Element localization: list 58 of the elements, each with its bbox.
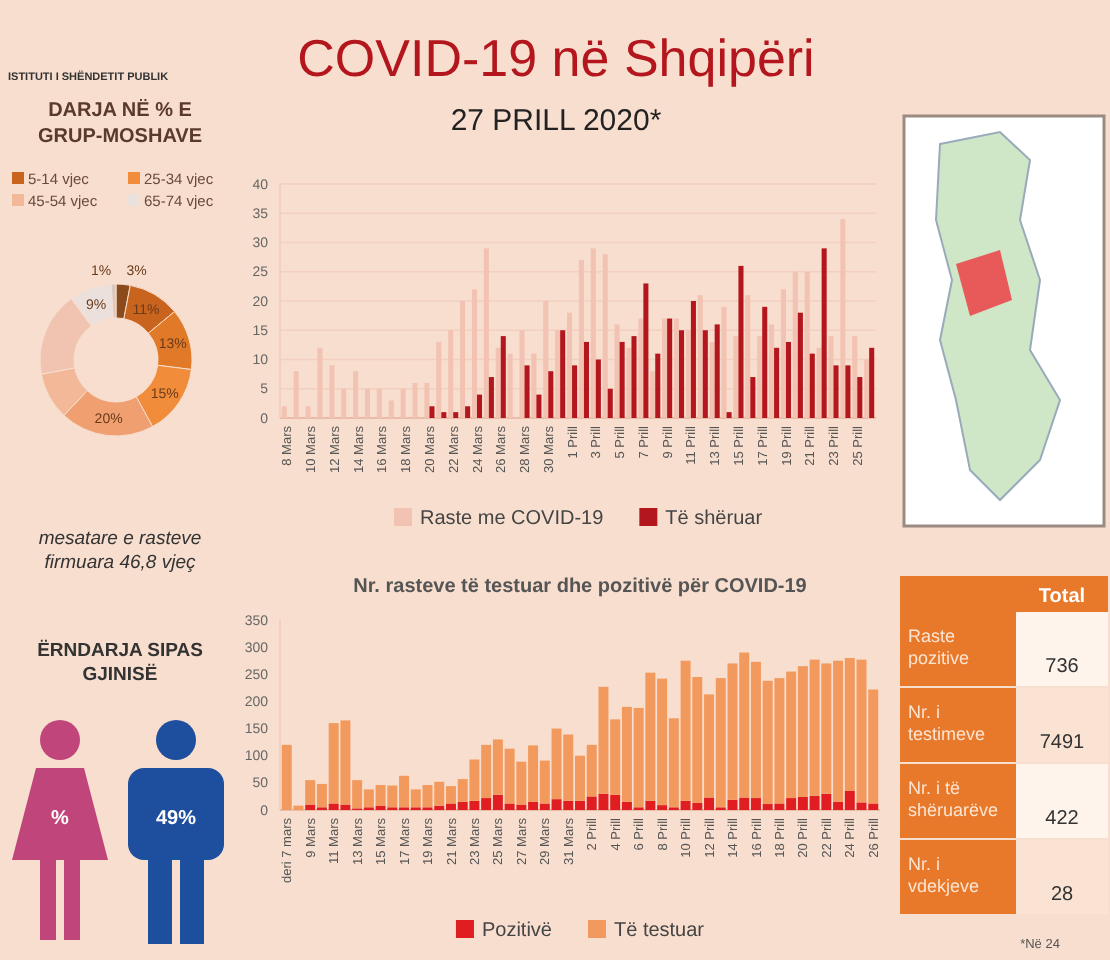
chart-subtitle: 27 PRILL 2020* — [450, 104, 662, 138]
bar — [548, 371, 554, 418]
bar — [762, 306, 768, 418]
bar — [595, 359, 601, 418]
bar — [572, 365, 578, 418]
bar — [785, 341, 792, 418]
bar — [845, 365, 851, 418]
bar — [750, 377, 756, 418]
bar — [619, 341, 625, 418]
bar — [631, 336, 637, 418]
bar — [702, 330, 708, 418]
bar — [690, 301, 696, 418]
bar — [488, 377, 494, 418]
bar — [869, 347, 875, 418]
legend-label: Të shëruar — [665, 508, 764, 530]
category-label: Raste pozitive — [908, 626, 970, 668]
bar — [524, 365, 530, 418]
bar — [797, 312, 803, 418]
bar — [441, 412, 447, 418]
chart-title: Nr. rasteve të testuar dhe pozitivë për COVID-19 — [353, 576, 808, 598]
text: % — [51, 808, 70, 830]
bar — [679, 330, 685, 418]
chart-title: COVID-19 në Shqipëri — [297, 28, 815, 88]
bar — [583, 341, 589, 418]
legend-label: Raste me COVID-19 — [419, 508, 605, 530]
bar — [536, 394, 542, 418]
category-label: Nr. i testimeve — [908, 702, 986, 744]
bar — [476, 394, 483, 418]
category-label: Nr. i vdekjeve — [908, 854, 980, 896]
chart-title: DARJA NË % E GRUP-MOSHAVE — [37, 98, 203, 148]
bar — [774, 347, 780, 418]
bar — [560, 330, 566, 418]
text: 49% — [155, 808, 197, 830]
text: Total — [1038, 586, 1086, 608]
bar — [607, 388, 613, 418]
legend-label: Pozitivë — [481, 920, 553, 942]
bar — [465, 406, 471, 418]
category-label: Nr. i të shëruarëve — [908, 778, 999, 820]
bar — [500, 336, 506, 418]
data-label: 28 — [1050, 884, 1074, 906]
bar — [429, 406, 435, 418]
bar — [833, 365, 839, 418]
data-label: 422 — [1045, 808, 1080, 830]
bar — [821, 248, 827, 418]
bar — [857, 377, 863, 418]
data-label: 736 — [1045, 656, 1080, 678]
data-label: 7491 — [1039, 732, 1086, 754]
bar — [738, 265, 744, 418]
legend-label: Të testuar — [613, 920, 706, 942]
text: mesatare e rasteve firmuara 46,8 vjeç — [38, 528, 202, 574]
bar — [643, 283, 649, 418]
bar — [655, 353, 661, 418]
bar — [809, 353, 815, 418]
bar — [714, 324, 720, 418]
bar — [667, 318, 673, 418]
bar — [453, 412, 459, 418]
text: ËRNDARJA SIPAS GJINISË — [37, 638, 203, 686]
bar — [726, 412, 732, 418]
